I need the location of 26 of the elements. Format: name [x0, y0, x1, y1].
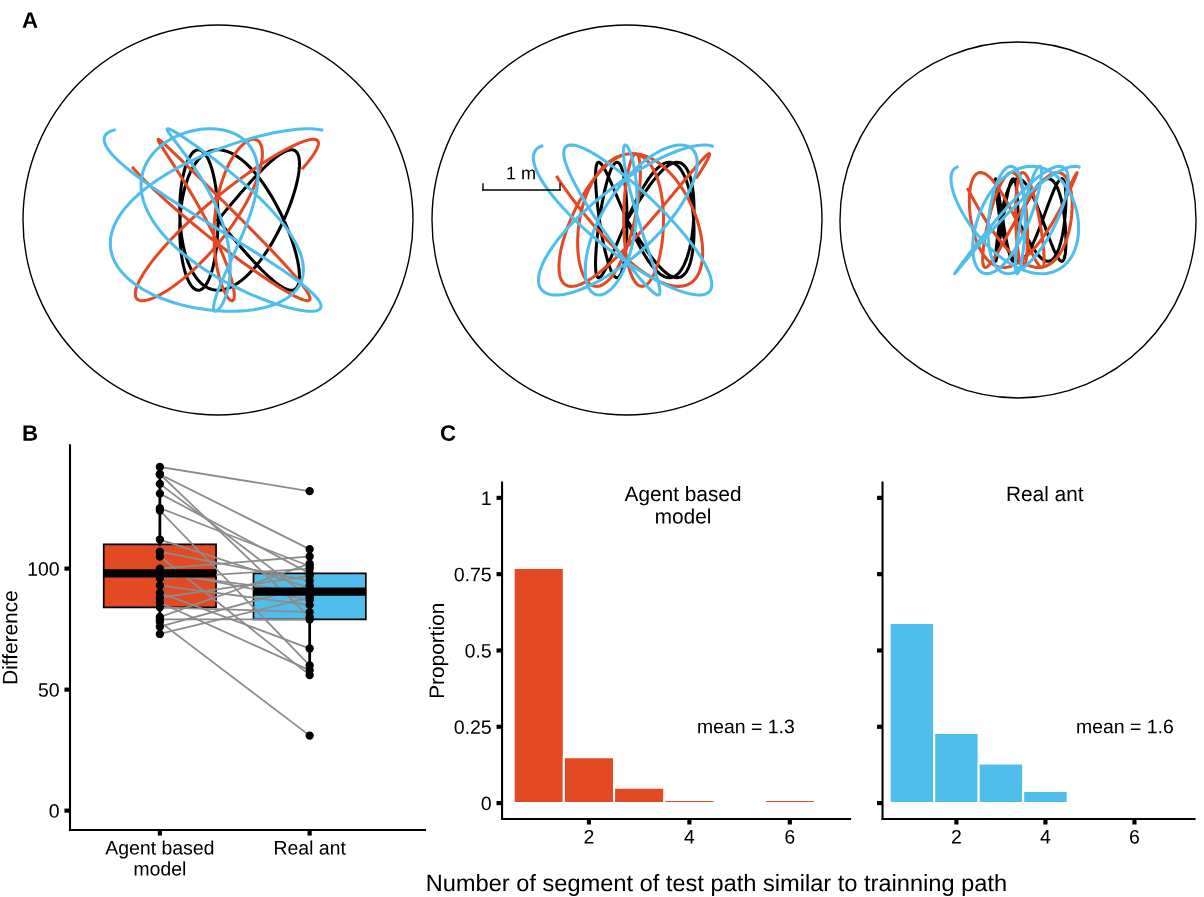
- y-tick-label: 1: [482, 491, 491, 505]
- x-axis-title: Number of segment of test path similar to trainning path: [427, 873, 1006, 896]
- text: Agent based model: [624, 485, 741, 524]
- chart-title: Real ant: [1007, 485, 1084, 502]
- x-tick-label: 2: [951, 829, 961, 844]
- y-axis-title: Difference: [2, 591, 18, 684]
- y-axis-title: Proportion: [428, 604, 449, 698]
- y-tick-label: 0.5: [465, 643, 491, 658]
- annotation: mean = 1.6: [1077, 719, 1173, 734]
- x-tick-label: 6: [1130, 829, 1139, 844]
- text: 1 m: [507, 166, 535, 180]
- x-tick-label: 2: [584, 829, 594, 844]
- text: A: [22, 12, 38, 28]
- x-tick-label: 4: [1040, 830, 1051, 844]
- text: C: [440, 425, 456, 441]
- y-tick-label: 0.25: [454, 720, 491, 735]
- y-tick-label: 0: [481, 796, 491, 811]
- y-tick-label: 100: [28, 562, 59, 576]
- x-tick-label: Agent based model: [105, 840, 214, 876]
- annotation: mean = 1.3: [698, 719, 794, 734]
- text: B: [23, 425, 38, 441]
- x-tick-label: 6: [785, 829, 795, 844]
- y-tick-label: 0.75: [454, 567, 491, 582]
- y-tick-label: 50: [38, 683, 59, 697]
- x-tick-label: 4: [684, 830, 695, 844]
- y-tick-label: 0: [49, 804, 59, 818]
